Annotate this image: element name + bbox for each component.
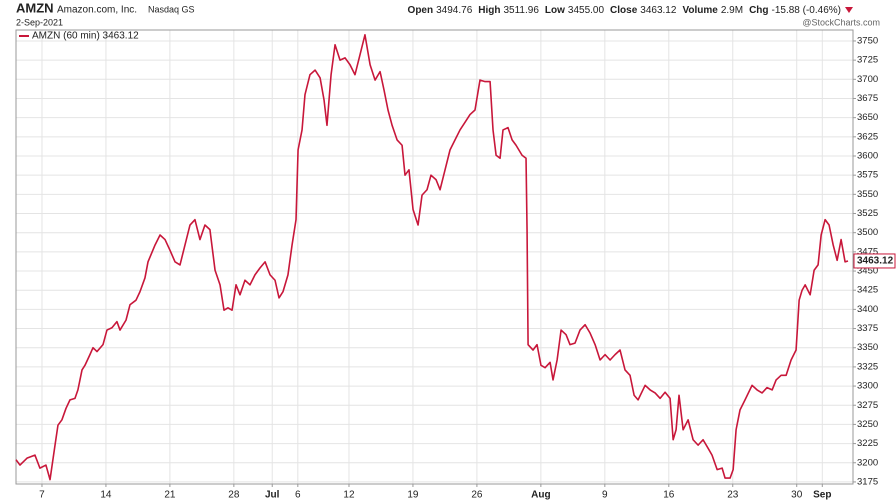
y-tick-label: 3675 bbox=[857, 93, 878, 104]
x-tick-label: Aug bbox=[531, 490, 550, 501]
quote-value: -15.88 (-0.46%) bbox=[772, 5, 841, 16]
quote-line: Open 3494.76 High 3511.96 Low 3455.00 Close 346… bbox=[408, 5, 841, 16]
y-tick-label: 3300 bbox=[857, 381, 878, 392]
y-tick-label: 3325 bbox=[857, 361, 878, 372]
x-tick-label: 19 bbox=[407, 490, 419, 501]
quote-value: 3494.76 bbox=[436, 5, 473, 16]
legend-label: AMZN (60 min) 3463.12 bbox=[32, 31, 139, 42]
y-tick-label: 3750 bbox=[857, 35, 878, 46]
quote-value: 3511.96 bbox=[503, 5, 539, 16]
quote-label: Low bbox=[545, 5, 565, 16]
y-tick-label: 3225 bbox=[857, 438, 878, 449]
quote-label: Close bbox=[610, 5, 638, 16]
plot-frame bbox=[15, 29, 854, 485]
x-tick-label: 9 bbox=[602, 490, 608, 501]
last-price-tag bbox=[853, 253, 896, 269]
quote-value: 2.9M bbox=[721, 5, 743, 16]
y-tick-label: 3600 bbox=[857, 151, 878, 162]
y-tick-label: 3450 bbox=[857, 266, 878, 277]
grid: 3175 3200 3225 3250 3275 3300 3325 3350 3375 3400… bbox=[16, 30, 878, 501]
quote-label: High bbox=[478, 5, 500, 16]
y-tick-label: 3625 bbox=[857, 131, 878, 142]
y-tick-label: 3700 bbox=[857, 74, 878, 85]
y-tick-label: 3575 bbox=[857, 170, 878, 181]
x-tick-label: 30 bbox=[791, 490, 803, 501]
x-tick-label: 23 bbox=[727, 490, 739, 501]
y-tick-label: 3200 bbox=[857, 457, 878, 468]
y-tick-label: 3350 bbox=[857, 342, 878, 353]
price-line bbox=[15, 34, 849, 481]
x-tick-label: Jul bbox=[265, 490, 280, 501]
x-tick-label: 7 bbox=[39, 490, 45, 501]
y-tick-label: 3650 bbox=[857, 112, 878, 123]
y-tick-label: 3475 bbox=[857, 246, 878, 257]
y-tick-label: 3375 bbox=[857, 323, 878, 334]
x-tick-label: 21 bbox=[164, 490, 176, 501]
x-tick-label: 14 bbox=[100, 490, 112, 501]
down-arrow bbox=[845, 7, 853, 13]
y-tick-label: 3250 bbox=[857, 419, 878, 430]
y-tick-label: 3425 bbox=[857, 285, 878, 296]
x-tick-label: Sep bbox=[813, 490, 831, 501]
quote-value: 3463.12 bbox=[640, 5, 677, 16]
x-tick-label: 28 bbox=[228, 490, 240, 501]
quote-label: Volume bbox=[682, 5, 718, 16]
date: 2-Sep-2021 bbox=[16, 17, 63, 27]
x-tick-label: 26 bbox=[471, 490, 483, 501]
y-tick-label: 3500 bbox=[857, 227, 878, 238]
x-tick-label: 12 bbox=[343, 490, 355, 501]
x-tick-label: 16 bbox=[663, 490, 675, 501]
y-tick-label: 3550 bbox=[857, 189, 878, 200]
y-tick-label: 3275 bbox=[857, 400, 878, 411]
symbol: AMZN bbox=[16, 0, 54, 15]
x-tick-label: 6 bbox=[295, 490, 301, 501]
y-tick-label: 3400 bbox=[857, 304, 878, 315]
marks: AMZN (60 min) 3463.12 3463.12 bbox=[15, 31, 896, 481]
exchange: Nasdaq GS bbox=[148, 4, 195, 14]
last-price-label: 3463.12 bbox=[857, 256, 894, 267]
y-tick-label: 3525 bbox=[857, 208, 878, 219]
y-tick-label: 3175 bbox=[857, 476, 878, 487]
watermark: @StockCharts.com bbox=[802, 17, 880, 27]
quote-value: 3455.00 bbox=[568, 5, 605, 16]
quote-label: Open bbox=[408, 5, 434, 16]
company: Amazon.com, Inc. bbox=[57, 5, 137, 16]
y-tick-label: 3725 bbox=[857, 55, 878, 66]
quote-label: Chg bbox=[749, 5, 768, 16]
